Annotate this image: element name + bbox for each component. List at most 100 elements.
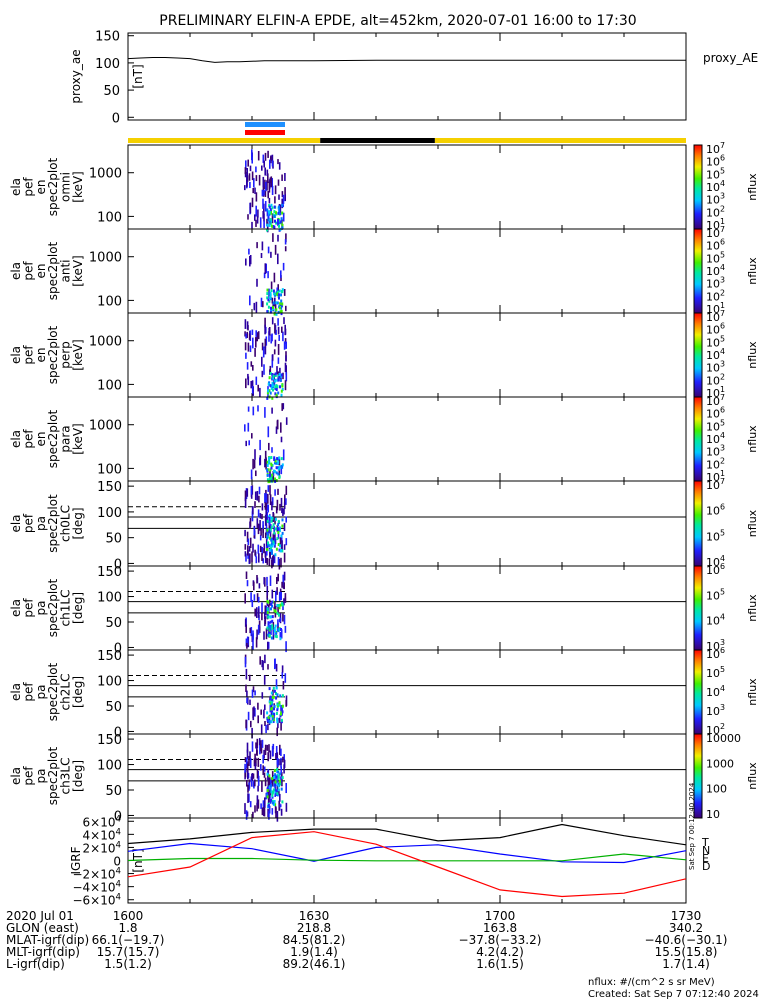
- spectrogram-pixel: [280, 760, 282, 766]
- spectrogram-pixel: [249, 751, 251, 759]
- spectrogram-pixel: [268, 632, 271, 636]
- spectrogram-pixel: [285, 417, 288, 425]
- spectrogram-pixel: [264, 612, 266, 620]
- spectrogram-pixel: [274, 392, 277, 396]
- spectrogram-pixel: [246, 780, 248, 787]
- spectrogram-pixel: [266, 208, 269, 212]
- spectrogram-pixel: [268, 331, 270, 342]
- colorbar-tick-label: 105: [706, 250, 725, 265]
- spectrogram-pixel: [278, 335, 280, 341]
- colorbar-tick-label: 104: [706, 684, 725, 699]
- spectrogram-pixel: [280, 217, 283, 221]
- spectrogram-pixel: [256, 802, 258, 812]
- spectrogram-pixel: [267, 641, 270, 649]
- spectrogram-pixel: [285, 516, 287, 523]
- spectrogram-pixel: [248, 782, 250, 791]
- spectrogram-pixel: [259, 513, 262, 519]
- spectrogram-pixel: [274, 374, 277, 377]
- spectrogram-pixel: [278, 526, 281, 530]
- spectrogram-pixel: [269, 536, 272, 540]
- spectrogram-pixel: [285, 305, 287, 312]
- spectrogram-pixel: [268, 223, 271, 227]
- colorbar-tick-label: 106: [706, 406, 725, 421]
- spectrogram-pixel: [267, 752, 269, 762]
- spectrogram-pixel: [266, 464, 269, 467]
- spectrogram-pixel: [280, 710, 283, 713]
- spectrogram-pixel: [257, 757, 260, 767]
- colorbar-tick-label: 107: [706, 225, 725, 240]
- spectrogram-pixel: [266, 288, 269, 292]
- spectrogram-pixel: [275, 388, 278, 391]
- spectrogram-pixel: [284, 187, 286, 195]
- spectrogram-pixel: [266, 460, 269, 464]
- time-axis-row-label: GLON (east): [6, 921, 79, 935]
- spectrogram-pixel: [276, 301, 279, 305]
- spectrogram-pixel: [262, 754, 264, 764]
- spectrogram-pixel: [278, 717, 281, 723]
- spectrogram-pixel: [266, 519, 269, 523]
- spectrogram-pixel: [274, 379, 277, 383]
- spectrogram-pixel: [280, 766, 282, 774]
- spectrogram-pixel: [276, 758, 279, 765]
- spectrogram-pixel: [261, 612, 263, 621]
- legend-N: N: [702, 844, 710, 857]
- spectrogram-pixel: [254, 187, 256, 194]
- spectrogram-pixel: [271, 745, 274, 757]
- y-tick-label: 150: [97, 733, 122, 748]
- spectrogram-pixel: [268, 328, 270, 335]
- spectrogram-pixel: [264, 179, 266, 190]
- spectrogram-pixel: [273, 214, 276, 218]
- spectrogram-pixel: [272, 718, 275, 722]
- spectrogram-pixel: [283, 764, 285, 774]
- spectrogram-pixel: [269, 548, 271, 552]
- spectrogram-pixel: [249, 537, 252, 549]
- spectrogram-pixel: [268, 197, 271, 204]
- colorbar-tick-label: 10000: [706, 732, 741, 745]
- spectrogram-pixel: [280, 808, 283, 816]
- spectrogram-pixel: [257, 544, 260, 554]
- spectrogram-pixel: [264, 152, 267, 161]
- spectrogram-pixel: [271, 777, 273, 783]
- spectrogram-pixel: [270, 386, 273, 390]
- y-axis-label: en: [34, 180, 48, 195]
- spectrogram-pixel: [266, 292, 269, 296]
- panel-frame: [127, 312, 687, 398]
- spectrogram-pixel: [244, 331, 246, 337]
- colorbar-label: nflux: [746, 594, 759, 622]
- spectrogram-pixel: [277, 318, 279, 326]
- spectrogram-pixel: [268, 288, 270, 298]
- colorbar-tick-label: 103: [706, 703, 725, 718]
- spectrogram-pixel: [245, 668, 248, 680]
- spectrogram-pixel: [261, 503, 264, 511]
- spectrogram-pixel: [263, 543, 266, 553]
- spectrogram-pixel: [266, 536, 269, 540]
- spectrogram-pixel: [246, 811, 249, 817]
- spectrogram-pixel: [251, 197, 254, 208]
- shadow-bar: [320, 138, 435, 143]
- spectrogram-pixel: [271, 544, 274, 548]
- spectrogram-pixel: [268, 720, 271, 723]
- time-axis-value: 84.5(81.2): [283, 933, 346, 947]
- spectrogram-pixel: [273, 349, 276, 355]
- spectrogram-pixel: [269, 494, 272, 506]
- spectrogram-pixel: [278, 548, 281, 552]
- spectrogram-pixel: [278, 205, 281, 209]
- spectrogram-pixel: [266, 473, 269, 477]
- spectrogram-pixel: [272, 376, 275, 380]
- spectrogram-pixel: [280, 787, 283, 791]
- spectrogram-pixel: [276, 782, 279, 786]
- y-axis-label: para: [59, 425, 73, 452]
- spectrogram-pixel: [271, 604, 274, 608]
- spectrogram-pixel: [265, 516, 267, 526]
- spectrogram-pixel: [268, 520, 271, 524]
- spectrogram-pixel: [267, 493, 269, 504]
- spectrogram-pixel: [277, 467, 280, 471]
- y-axis-label: spec2plot: [46, 325, 60, 384]
- spectrogram-pixel: [259, 439, 261, 451]
- spectrogram-pixel: [271, 473, 274, 477]
- spectrogram-pixel: [280, 306, 283, 310]
- spectrogram-pixel: [275, 547, 278, 551]
- spectrogram-pixel: [246, 175, 248, 186]
- time-axis-value: 1730: [671, 909, 702, 923]
- spectrogram-pixel: [246, 763, 249, 773]
